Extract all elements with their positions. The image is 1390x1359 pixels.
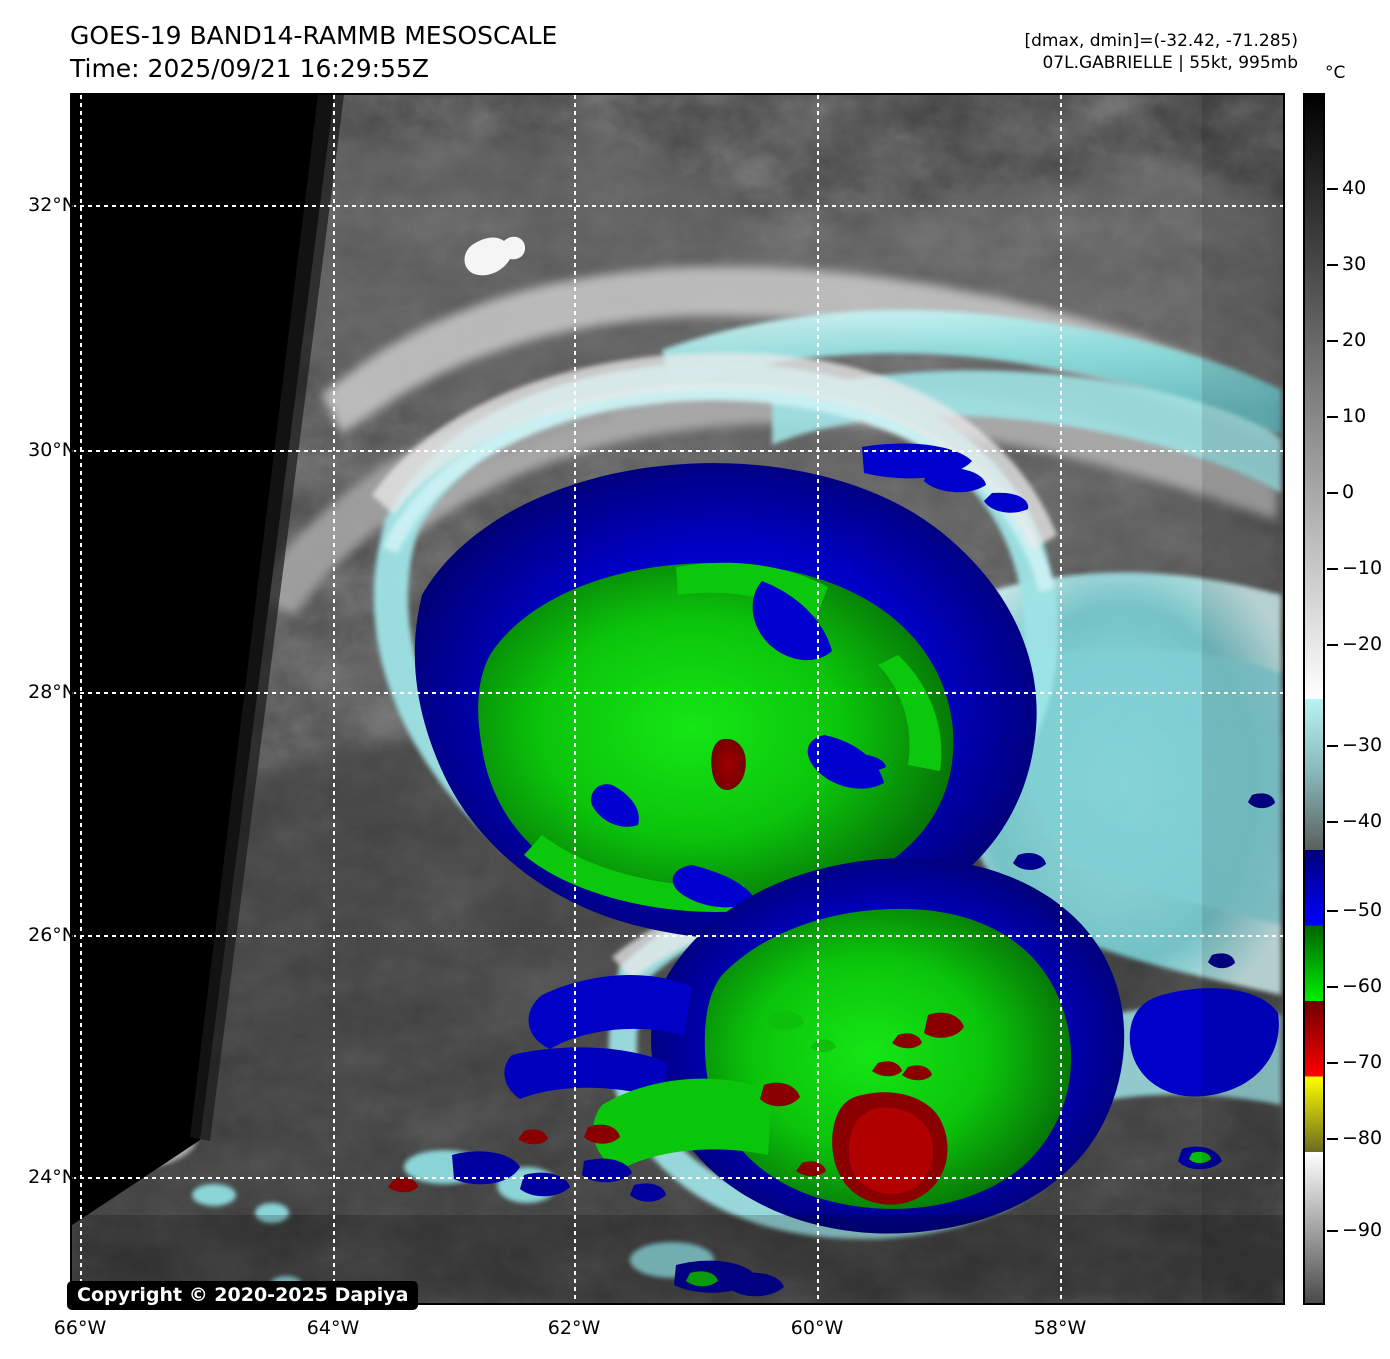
copyright-banner: Copyright © 2020-2025 Dapiya (67, 1281, 419, 1310)
colorbar-label-m10: −10 (1342, 557, 1383, 579)
colorbar-tick-m10 (1327, 568, 1338, 570)
colorbar-tick-m90 (1327, 1230, 1338, 1232)
colorbar-tick-10 (1327, 416, 1338, 418)
colorbar-tick-0 (1327, 492, 1338, 494)
lon-tick-64w: 64°W (306, 1317, 360, 1339)
colorbar-label-m40: −40 (1342, 810, 1383, 832)
title-block: GOES-19 BAND14-RAMMB MESOSCALE Time: 202… (70, 20, 557, 85)
storm-info-label: 07L.GABRIELLE | 55kt, 995mb (1042, 53, 1298, 74)
colorbar-label-20: 20 (1342, 329, 1367, 351)
colorbar-label-m90: −90 (1342, 1219, 1383, 1241)
colorbar-tick-30 (1327, 264, 1338, 266)
colorbar-tick-m80 (1327, 1138, 1338, 1140)
page-title: GOES-19 BAND14-RAMMB MESOSCALE (70, 21, 558, 50)
metadata-block: [dmax, dmin]=(-32.42, -71.285) 07L.GABRI… (1025, 30, 1299, 74)
dmax-dmin-label: [dmax, dmin]=(-32.42, -71.285) (1024, 31, 1299, 51)
colorbar-label-0: 0 (1342, 481, 1355, 503)
colorbar-tick-m30 (1327, 745, 1338, 747)
lat-tick-30n: 30°N (28, 439, 76, 461)
colorbar-label-m80: −80 (1342, 1127, 1383, 1149)
lat-tick-26n: 26°N (28, 924, 76, 946)
lon-tick-62w: 62°W (547, 1317, 601, 1339)
colorbar-gradient (1305, 95, 1323, 1303)
colorbar-tick-40 (1327, 188, 1338, 190)
lon-tick-66w: 66°W (53, 1317, 107, 1339)
colorbar-label-m30: −30 (1342, 734, 1383, 756)
colorbar-tick-m20 (1327, 644, 1338, 646)
lat-tick-32n: 32°N (28, 194, 76, 216)
satellite-imagery (72, 95, 1283, 1303)
colorbar-label-m60: −60 (1342, 975, 1383, 997)
colorbar-label-40: 40 (1342, 177, 1367, 199)
lon-tick-58w: 58°W (1033, 1317, 1087, 1339)
lat-tick-28n: 28°N (28, 681, 76, 703)
colorbar-unit-label: °C (1325, 63, 1346, 83)
satellite-image-plot[interactable] (70, 93, 1285, 1305)
colorbar-tick-m40 (1327, 821, 1338, 823)
colorbar-tick-20 (1327, 340, 1338, 342)
south-cold-top (388, 857, 1125, 1234)
colorbar-label-m70: −70 (1342, 1051, 1383, 1073)
timestamp-label: Time: 2025/09/21 16:29:55Z (70, 53, 429, 83)
small-cloud-blob (464, 236, 526, 276)
temperature-colorbar[interactable] (1303, 93, 1325, 1305)
colorbar-tick-m70 (1327, 1062, 1338, 1064)
north-cold-top (414, 443, 1037, 940)
colorbar-tick-m50 (1327, 910, 1338, 912)
colorbar-label-m50: −50 (1342, 899, 1383, 921)
lon-tick-60w: 60°W (790, 1317, 844, 1339)
colorbar-label-30: 30 (1342, 253, 1367, 275)
colorbar-label-m20: −20 (1342, 633, 1383, 655)
lat-tick-24n: 24°N (28, 1166, 76, 1188)
colorbar-label-10: 10 (1342, 405, 1367, 427)
colorbar-tick-m60 (1327, 986, 1338, 988)
